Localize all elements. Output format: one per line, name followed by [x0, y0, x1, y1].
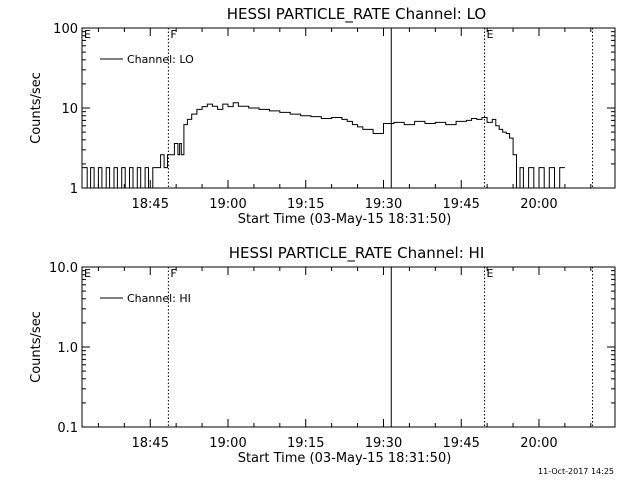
x-tick-label: 19:00: [209, 197, 246, 212]
x-tick-label: 19:30: [365, 197, 402, 212]
y-axis-label: Counts/sec: [29, 72, 44, 144]
x-tick-label: 19:45: [442, 197, 479, 212]
x-tick-label: 20:00: [520, 436, 557, 451]
x-tick-label: 19:00: [209, 436, 246, 451]
chart-title: HESSI PARTICLE_RATE Channel: LO: [227, 5, 486, 24]
event-marker-label: E: [84, 28, 91, 41]
legend-entry: Channel: LO: [127, 53, 194, 66]
footer-timestamp: 11-Oct-2017 14:25: [538, 467, 614, 476]
y-tick-label: 10: [61, 102, 78, 117]
y-tick-label: 1: [70, 182, 78, 197]
x-axis-label: Start Time (03-May-15 18:31:50): [238, 212, 452, 227]
y-axis-label: Counts/sec: [29, 311, 44, 383]
x-tick-label: 19:30: [365, 436, 402, 451]
event-marker-label: E: [487, 267, 494, 280]
event-marker-label: E: [84, 267, 91, 280]
legend-entry: Channel: HI: [127, 292, 191, 305]
x-tick-label: 19:45: [442, 436, 479, 451]
x-tick-label: 18:45: [132, 197, 169, 212]
y-tick-label: 100: [53, 22, 78, 37]
y-tick-label: 0.1: [57, 421, 78, 436]
x-tick-label: 19:15: [287, 197, 324, 212]
x-axis-label: Start Time (03-May-15 18:31:50): [238, 451, 452, 466]
series-line: [82, 102, 565, 189]
event-marker-label: E: [487, 28, 494, 41]
y-tick-label: 10.0: [49, 261, 78, 276]
plot-frame: [81, 27, 616, 189]
x-tick-label: 20:00: [520, 197, 557, 212]
chart-title: HESSI PARTICLE_RATE Channel: HI: [229, 244, 485, 263]
event-marker-label: F: [170, 28, 176, 41]
plot-frame: [81, 266, 616, 428]
x-tick-label: 18:45: [132, 436, 169, 451]
x-tick-label: 19:15: [287, 436, 324, 451]
event-marker-label: F: [170, 267, 176, 280]
y-tick-label: 1.0: [57, 341, 78, 356]
